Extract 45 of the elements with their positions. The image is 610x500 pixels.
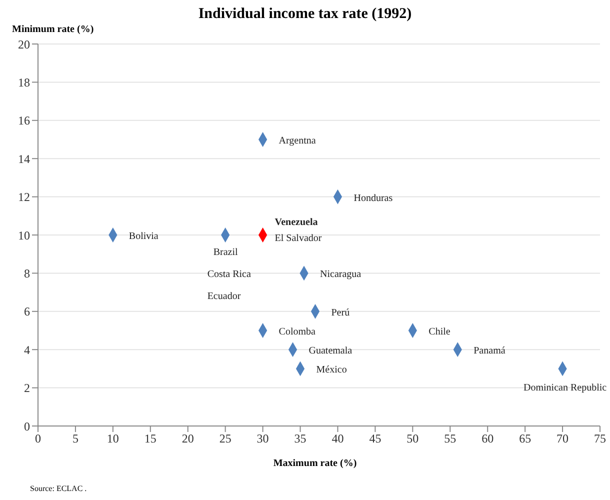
y-tick-label: 14	[18, 152, 30, 166]
annotation: Dominican Republic	[524, 382, 608, 394]
annotation: Guatemala	[308, 346, 353, 357]
x-tick-label: 10	[106, 432, 119, 446]
y-tick-label: 8	[24, 266, 30, 280]
annotation: Honduras	[354, 192, 393, 204]
x-tick-label: 70	[556, 432, 569, 446]
x-axis-title: Maximum rate (%)	[272, 458, 358, 469]
y-tick-label: 2	[24, 381, 30, 396]
x-tick-label: 0	[35, 432, 41, 446]
x-tick-label: 25	[219, 432, 232, 446]
x-tick-label: 15	[144, 432, 156, 446]
annotation: Perú	[331, 307, 350, 318]
annotation: Panamá	[474, 346, 506, 357]
x-tick-label: 45	[369, 432, 382, 446]
chart-title: Individual income tax rate (1992)	[197, 6, 413, 23]
x-tick-label: 30	[256, 432, 269, 446]
y-tick-label: 20	[18, 37, 30, 52]
annotation: Chile	[428, 326, 451, 338]
annotation: Bolivia	[128, 231, 159, 242]
y-tick-label: 12	[18, 190, 30, 204]
annotation: Brazil Costa Rica Ecuador	[207, 247, 252, 302]
x-tick-label: 20	[182, 432, 194, 446]
y-tick-label: 18	[18, 75, 30, 90]
y-tick-label: 4	[24, 342, 30, 357]
x-tick-label: 60	[482, 432, 494, 446]
x-tick-label: 65	[519, 432, 532, 446]
x-tick-label: 40	[332, 432, 344, 446]
annotation: Argentna	[278, 136, 316, 146]
x-tick-label: 5	[72, 432, 78, 446]
x-tick-label: 55	[444, 432, 456, 446]
y-axis-title: Minimum rate (%)	[12, 24, 94, 35]
x-tick-label: 35	[294, 432, 306, 446]
y-tick-label: 16	[18, 114, 30, 128]
annotation: Venezuela	[274, 217, 318, 228]
x-tick-label: 75	[594, 432, 606, 446]
x-tick-label: 50	[406, 432, 419, 446]
y-tick-label: 0	[24, 419, 30, 434]
y-tick-label: 6	[24, 304, 30, 319]
source-note: Source: ECLAC .	[30, 484, 87, 493]
annotation: Nicaragua	[320, 269, 362, 280]
annotation: Colomba	[278, 326, 316, 338]
annotation: El Salvador	[274, 233, 322, 244]
annotation: México	[316, 364, 347, 376]
y-tick-label: 10	[18, 228, 30, 242]
